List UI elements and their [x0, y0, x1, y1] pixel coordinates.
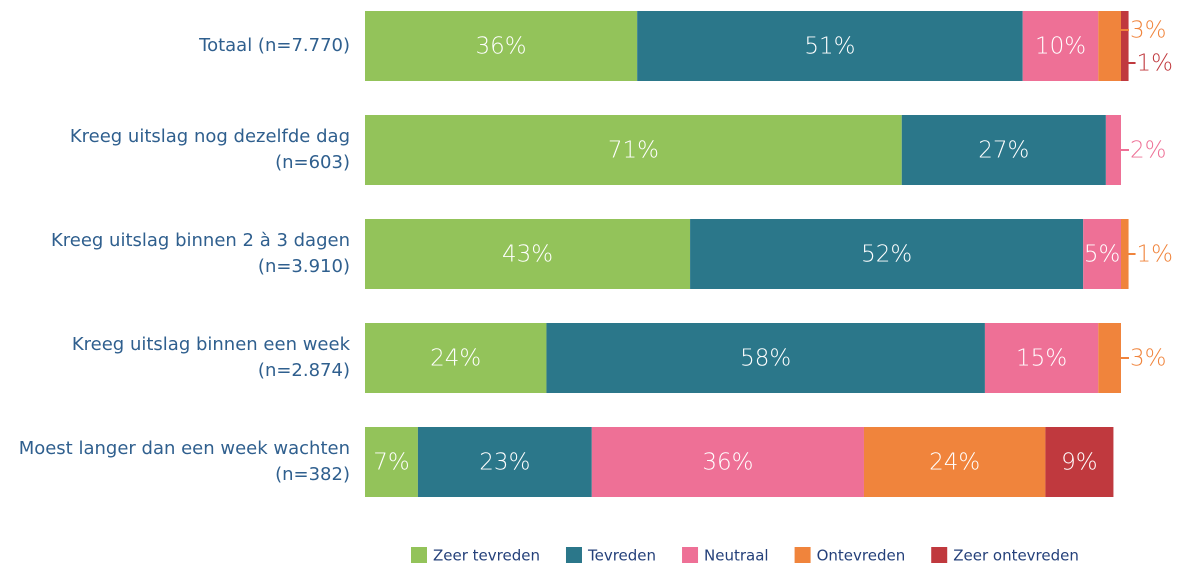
legend-label: Ontevreden: [817, 547, 906, 565]
category-label: Kreeg uitslag binnen 2 à 3 dagen (n=3.91…: [50, 230, 350, 277]
bar-segment: [1098, 11, 1121, 81]
data-label: 15%: [1016, 346, 1067, 372]
bar-segment: [365, 115, 902, 185]
bar-segment: [417, 427, 592, 497]
bar-segment: [637, 11, 1023, 81]
data-label: 1%: [1137, 242, 1174, 268]
bar-segment: [901, 115, 1106, 185]
data-label: 10%: [1035, 34, 1086, 60]
legend-label: Zeer tevreden: [433, 547, 540, 565]
bar-segment: [984, 323, 1099, 393]
data-label: 43%: [502, 242, 553, 268]
data-label: 9%: [1061, 450, 1098, 476]
category-label: Kreeg uitslag binnen een week (n=2.874): [71, 334, 350, 381]
data-label: 7%: [373, 450, 410, 476]
bar-segment: [1121, 219, 1129, 289]
data-label: 3%: [1130, 346, 1167, 372]
data-label: 36%: [702, 450, 753, 476]
data-label: 23%: [479, 450, 530, 476]
data-label: 3%: [1130, 18, 1167, 44]
legend-label: Neutraal: [704, 547, 769, 565]
data-label: 52%: [861, 242, 912, 268]
category-label: Totaal (n=7.770): [199, 35, 350, 56]
category-label: Kreeg uitslag nog dezelfde dag (n=603): [69, 126, 350, 173]
bar-segment: [1083, 219, 1121, 289]
bar-segment: [690, 219, 1084, 289]
bar-segment: [1105, 115, 1121, 185]
bar-segment: [365, 11, 638, 81]
legend-label: Zeer ontevreden: [953, 547, 1079, 565]
data-label: 5%: [1084, 242, 1121, 268]
bar-segment: [546, 323, 985, 393]
bar-segment: [365, 323, 547, 393]
bar-segment: [365, 219, 691, 289]
legend-swatch: [411, 547, 427, 563]
legend-swatch: [682, 547, 699, 563]
legend-swatch: [565, 547, 582, 563]
bar-segment: [863, 427, 1046, 497]
bar-segment: [365, 427, 418, 497]
data-label: 71%: [608, 138, 659, 164]
data-label: 27%: [978, 138, 1029, 164]
bar-segment: [1022, 11, 1099, 81]
data-label: 1%: [1137, 51, 1174, 77]
data-label: 24%: [430, 346, 481, 372]
legend-swatch: [794, 547, 811, 563]
data-label: 2%: [1130, 138, 1167, 164]
bar-segment: [1121, 11, 1129, 81]
data-label: 58%: [740, 346, 791, 372]
data-label: 36%: [476, 34, 527, 60]
data-label: 24%: [929, 450, 980, 476]
bar-segment: [1098, 323, 1121, 393]
legend-swatch: [931, 547, 948, 563]
data-label: 51%: [804, 34, 855, 60]
category-label: Moest langer dan een week wachten (n=382…: [18, 438, 350, 485]
bar-segment: [1045, 427, 1114, 497]
bar-segment: [591, 427, 864, 497]
legend-label: Tevreden: [587, 547, 656, 565]
